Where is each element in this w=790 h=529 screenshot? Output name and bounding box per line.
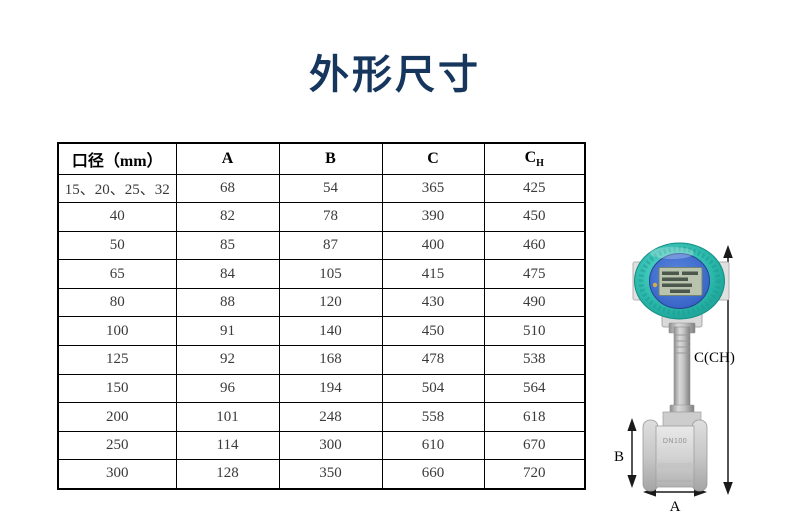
- table-cell: 120: [278, 287, 383, 318]
- dimension-arrow-body-width: A: [643, 487, 707, 515]
- table-cell: 88: [175, 287, 280, 318]
- page-title: 外形尺寸: [309, 53, 481, 97]
- table-cell: 82: [175, 202, 280, 232]
- table-cell: 350: [278, 459, 383, 490]
- indicator-dot: [652, 282, 658, 288]
- table-cell: 400: [381, 230, 485, 261]
- table-cell: 87: [278, 230, 383, 261]
- dimension-label-body-width: A: [670, 499, 681, 515]
- flowmeter-figure: C(CH) B A: [600, 215, 790, 529]
- table-cell: 430: [381, 287, 485, 318]
- dimension-arrow-body-height: B: [614, 418, 637, 488]
- table-cell: 510: [483, 316, 586, 347]
- table-cell: 248: [278, 402, 383, 432]
- dimensions-table: 口径（mm） A B C CH 15、20、25、32 68 54 365 425 40 8…: [57, 142, 586, 490]
- meter-body: DN100: [642, 411, 708, 492]
- table-cell: 390: [381, 202, 485, 232]
- meter-stem: [661, 308, 703, 424]
- table-row: 50 85 87 400 460: [57, 230, 586, 261]
- column-header-a: A: [175, 142, 280, 175]
- table-cell: 96: [175, 373, 280, 404]
- table-row: 125 92 168 478 538: [57, 345, 586, 375]
- table-cell: 168: [278, 345, 383, 375]
- flowmeter-illustration: C(CH) B A: [614, 242, 735, 515]
- table-cell: 68: [175, 173, 280, 204]
- table-cell: 140: [278, 316, 383, 347]
- table-cell: 100: [57, 316, 177, 347]
- dimension-label-body-height: B: [614, 449, 624, 465]
- table-row: 300 128 350 660 720: [57, 459, 586, 490]
- table-cell: 415: [381, 259, 485, 289]
- table-cell: 65: [57, 259, 177, 289]
- table-cell: 92: [175, 345, 280, 375]
- table-cell: 91: [175, 316, 280, 347]
- table-cell: 114: [175, 430, 280, 461]
- column-header-diameter: 口径（mm）: [57, 142, 177, 175]
- table-cell: 610: [381, 430, 485, 461]
- column-header-ch: CH: [483, 142, 586, 175]
- table-cell: 78: [278, 202, 383, 232]
- table-cell: 490: [483, 287, 586, 318]
- meter-head: [632, 242, 730, 320]
- table-cell: 564: [483, 373, 586, 404]
- table-cell: 720: [483, 459, 586, 490]
- table-cell: 15、20、25、32: [57, 173, 177, 204]
- table-cell: 300: [57, 459, 177, 490]
- table-cell: 660: [381, 459, 485, 490]
- column-header-c: C: [381, 142, 485, 175]
- table-row: 40 82 78 390 450: [57, 202, 586, 232]
- table-row: 80 88 120 430 490: [57, 287, 586, 318]
- table-cell: 101: [175, 402, 280, 432]
- table-cell: 538: [483, 345, 586, 375]
- table-row: 150 96 194 504 564: [57, 373, 586, 404]
- table-cell: 365: [381, 173, 485, 204]
- table-header-row: 口径（mm） A B C CH: [57, 142, 586, 175]
- table-cell: 460: [483, 230, 586, 261]
- table-cell: 40: [57, 202, 177, 232]
- device-marking: DN100: [663, 438, 687, 445]
- table-cell: 670: [483, 430, 586, 461]
- table-cell: 125: [57, 345, 177, 375]
- table-cell: 84: [175, 259, 280, 289]
- table-cell: 425: [483, 173, 586, 204]
- table-cell: 478: [381, 345, 485, 375]
- lcd-text-lines: [662, 271, 698, 293]
- table-cell: 300: [278, 430, 383, 461]
- table-cell: 54: [278, 173, 383, 204]
- table-cell: 85: [175, 230, 280, 261]
- table-row: 65 84 105 415 475: [57, 259, 586, 289]
- table-cell: 558: [381, 402, 485, 432]
- table-row: 200 101 248 558 618: [57, 402, 586, 432]
- table-body: 15、20、25、32 68 54 365 425 40 82 78 390 450 50 85 87 4…: [57, 173, 586, 490]
- column-header-b: B: [278, 142, 383, 175]
- table-cell: 50: [57, 230, 177, 261]
- table-cell: 250: [57, 430, 177, 461]
- table-cell: 105: [278, 259, 383, 289]
- table-cell: 128: [175, 459, 280, 490]
- table-cell: 450: [381, 316, 485, 347]
- table-row: 15、20、25、32 68 54 365 425: [57, 173, 586, 204]
- table-cell: 200: [57, 402, 177, 432]
- table-cell: 618: [483, 402, 586, 432]
- table-cell: 450: [483, 202, 586, 232]
- table-cell: 475: [483, 259, 586, 289]
- table-cell: 150: [57, 373, 177, 404]
- table-cell: 80: [57, 287, 177, 318]
- table-row: 250 114 300 610 670: [57, 430, 586, 461]
- table-cell: 504: [381, 373, 485, 404]
- table-row: 100 91 140 450 510: [57, 316, 586, 347]
- dimension-label-overall-height: C(CH): [694, 350, 735, 366]
- table-cell: 194: [278, 373, 383, 404]
